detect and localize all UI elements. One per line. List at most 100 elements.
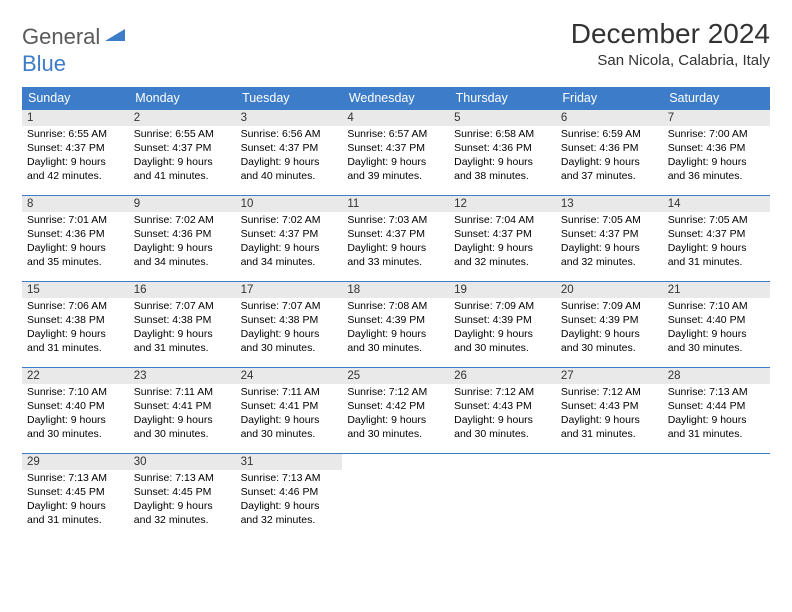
dow-header: Saturday [663, 87, 770, 110]
day-cell: 18Sunrise: 7:08 AMSunset: 4:39 PMDayligh… [342, 282, 449, 368]
dow-header: Sunday [22, 87, 129, 110]
day-info: Sunrise: 6:58 AMSunset: 4:36 PMDaylight:… [449, 126, 556, 187]
dow-header: Monday [129, 87, 236, 110]
day-of-week-row: SundayMondayTuesdayWednesdayThursdayFrid… [22, 87, 770, 110]
day-info: Sunrise: 7:04 AMSunset: 4:37 PMDaylight:… [449, 212, 556, 273]
day-cell: 21Sunrise: 7:10 AMSunset: 4:40 PMDayligh… [663, 282, 770, 368]
day-info: Sunrise: 6:57 AMSunset: 4:37 PMDaylight:… [342, 126, 449, 187]
day-info: Sunrise: 7:13 AMSunset: 4:44 PMDaylight:… [663, 384, 770, 445]
week-row: 22Sunrise: 7:10 AMSunset: 4:40 PMDayligh… [22, 368, 770, 454]
day-number: 23 [129, 368, 236, 384]
day-info: Sunrise: 7:10 AMSunset: 4:40 PMDaylight:… [22, 384, 129, 445]
day-number: 19 [449, 282, 556, 298]
day-cell: 25Sunrise: 7:12 AMSunset: 4:42 PMDayligh… [342, 368, 449, 454]
dow-header: Thursday [449, 87, 556, 110]
empty-cell [342, 454, 449, 540]
day-info: Sunrise: 7:11 AMSunset: 4:41 PMDaylight:… [236, 384, 343, 445]
day-info: Sunrise: 7:02 AMSunset: 4:36 PMDaylight:… [129, 212, 236, 273]
day-info: Sunrise: 7:13 AMSunset: 4:45 PMDaylight:… [22, 470, 129, 531]
week-row: 1Sunrise: 6:55 AMSunset: 4:37 PMDaylight… [22, 110, 770, 196]
day-info: Sunrise: 6:55 AMSunset: 4:37 PMDaylight:… [129, 126, 236, 187]
day-cell: 5Sunrise: 6:58 AMSunset: 4:36 PMDaylight… [449, 110, 556, 196]
day-cell: 3Sunrise: 6:56 AMSunset: 4:37 PMDaylight… [236, 110, 343, 196]
day-number: 20 [556, 282, 663, 298]
day-number: 13 [556, 196, 663, 212]
dow-header: Wednesday [342, 87, 449, 110]
logo: General [22, 18, 130, 50]
logo-triangle-icon [105, 27, 127, 48]
day-cell: 22Sunrise: 7:10 AMSunset: 4:40 PMDayligh… [22, 368, 129, 454]
empty-cell [449, 454, 556, 540]
empty-cell [663, 454, 770, 540]
day-number: 3 [236, 110, 343, 126]
day-cell: 31Sunrise: 7:13 AMSunset: 4:46 PMDayligh… [236, 454, 343, 540]
day-number: 1 [22, 110, 129, 126]
calendar-table: SundayMondayTuesdayWednesdayThursdayFrid… [22, 87, 770, 540]
day-cell: 15Sunrise: 7:06 AMSunset: 4:38 PMDayligh… [22, 282, 129, 368]
day-info: Sunrise: 7:11 AMSunset: 4:41 PMDaylight:… [129, 384, 236, 445]
week-row: 15Sunrise: 7:06 AMSunset: 4:38 PMDayligh… [22, 282, 770, 368]
day-cell: 2Sunrise: 6:55 AMSunset: 4:37 PMDaylight… [129, 110, 236, 196]
day-number: 16 [129, 282, 236, 298]
day-info: Sunrise: 6:55 AMSunset: 4:37 PMDaylight:… [22, 126, 129, 187]
day-number: 8 [22, 196, 129, 212]
day-cell: 16Sunrise: 7:07 AMSunset: 4:38 PMDayligh… [129, 282, 236, 368]
month-title: December 2024 [571, 18, 770, 50]
day-number: 6 [556, 110, 663, 126]
week-row: 8Sunrise: 7:01 AMSunset: 4:36 PMDaylight… [22, 196, 770, 282]
week-row: 29Sunrise: 7:13 AMSunset: 4:45 PMDayligh… [22, 454, 770, 540]
day-number: 14 [663, 196, 770, 212]
day-info: Sunrise: 7:09 AMSunset: 4:39 PMDaylight:… [556, 298, 663, 359]
day-info: Sunrise: 7:13 AMSunset: 4:46 PMDaylight:… [236, 470, 343, 531]
day-number: 5 [449, 110, 556, 126]
day-info: Sunrise: 7:01 AMSunset: 4:36 PMDaylight:… [22, 212, 129, 273]
day-cell: 19Sunrise: 7:09 AMSunset: 4:39 PMDayligh… [449, 282, 556, 368]
day-info: Sunrise: 7:08 AMSunset: 4:39 PMDaylight:… [342, 298, 449, 359]
dow-header: Friday [556, 87, 663, 110]
day-info: Sunrise: 7:00 AMSunset: 4:36 PMDaylight:… [663, 126, 770, 187]
day-info: Sunrise: 6:59 AMSunset: 4:36 PMDaylight:… [556, 126, 663, 187]
day-cell: 13Sunrise: 7:05 AMSunset: 4:37 PMDayligh… [556, 196, 663, 282]
logo-text-blue: Blue [22, 51, 66, 76]
day-number: 25 [342, 368, 449, 384]
day-info: Sunrise: 7:13 AMSunset: 4:45 PMDaylight:… [129, 470, 236, 531]
day-number: 9 [129, 196, 236, 212]
day-number: 18 [342, 282, 449, 298]
day-cell: 23Sunrise: 7:11 AMSunset: 4:41 PMDayligh… [129, 368, 236, 454]
dow-header: Tuesday [236, 87, 343, 110]
day-info: Sunrise: 7:12 AMSunset: 4:43 PMDaylight:… [449, 384, 556, 445]
day-number: 29 [22, 454, 129, 470]
day-number: 31 [236, 454, 343, 470]
day-cell: 17Sunrise: 7:07 AMSunset: 4:38 PMDayligh… [236, 282, 343, 368]
day-info: Sunrise: 7:12 AMSunset: 4:42 PMDaylight:… [342, 384, 449, 445]
day-number: 10 [236, 196, 343, 212]
day-number: 7 [663, 110, 770, 126]
day-info: Sunrise: 7:09 AMSunset: 4:39 PMDaylight:… [449, 298, 556, 359]
day-number: 2 [129, 110, 236, 126]
day-info: Sunrise: 6:56 AMSunset: 4:37 PMDaylight:… [236, 126, 343, 187]
day-info: Sunrise: 7:12 AMSunset: 4:43 PMDaylight:… [556, 384, 663, 445]
day-info: Sunrise: 7:10 AMSunset: 4:40 PMDaylight:… [663, 298, 770, 359]
day-cell: 20Sunrise: 7:09 AMSunset: 4:39 PMDayligh… [556, 282, 663, 368]
day-info: Sunrise: 7:07 AMSunset: 4:38 PMDaylight:… [129, 298, 236, 359]
day-number: 15 [22, 282, 129, 298]
day-info: Sunrise: 7:06 AMSunset: 4:38 PMDaylight:… [22, 298, 129, 359]
day-cell: 4Sunrise: 6:57 AMSunset: 4:37 PMDaylight… [342, 110, 449, 196]
day-number: 26 [449, 368, 556, 384]
day-number: 24 [236, 368, 343, 384]
day-cell: 14Sunrise: 7:05 AMSunset: 4:37 PMDayligh… [663, 196, 770, 282]
logo-text-general: General [22, 24, 100, 50]
day-number: 27 [556, 368, 663, 384]
day-cell: 6Sunrise: 6:59 AMSunset: 4:36 PMDaylight… [556, 110, 663, 196]
day-number: 30 [129, 454, 236, 470]
day-info: Sunrise: 7:03 AMSunset: 4:37 PMDaylight:… [342, 212, 449, 273]
day-cell: 11Sunrise: 7:03 AMSunset: 4:37 PMDayligh… [342, 196, 449, 282]
day-cell: 7Sunrise: 7:00 AMSunset: 4:36 PMDaylight… [663, 110, 770, 196]
day-number: 4 [342, 110, 449, 126]
day-number: 22 [22, 368, 129, 384]
day-number: 21 [663, 282, 770, 298]
day-number: 17 [236, 282, 343, 298]
day-cell: 30Sunrise: 7:13 AMSunset: 4:45 PMDayligh… [129, 454, 236, 540]
day-cell: 1Sunrise: 6:55 AMSunset: 4:37 PMDaylight… [22, 110, 129, 196]
day-cell: 27Sunrise: 7:12 AMSunset: 4:43 PMDayligh… [556, 368, 663, 454]
